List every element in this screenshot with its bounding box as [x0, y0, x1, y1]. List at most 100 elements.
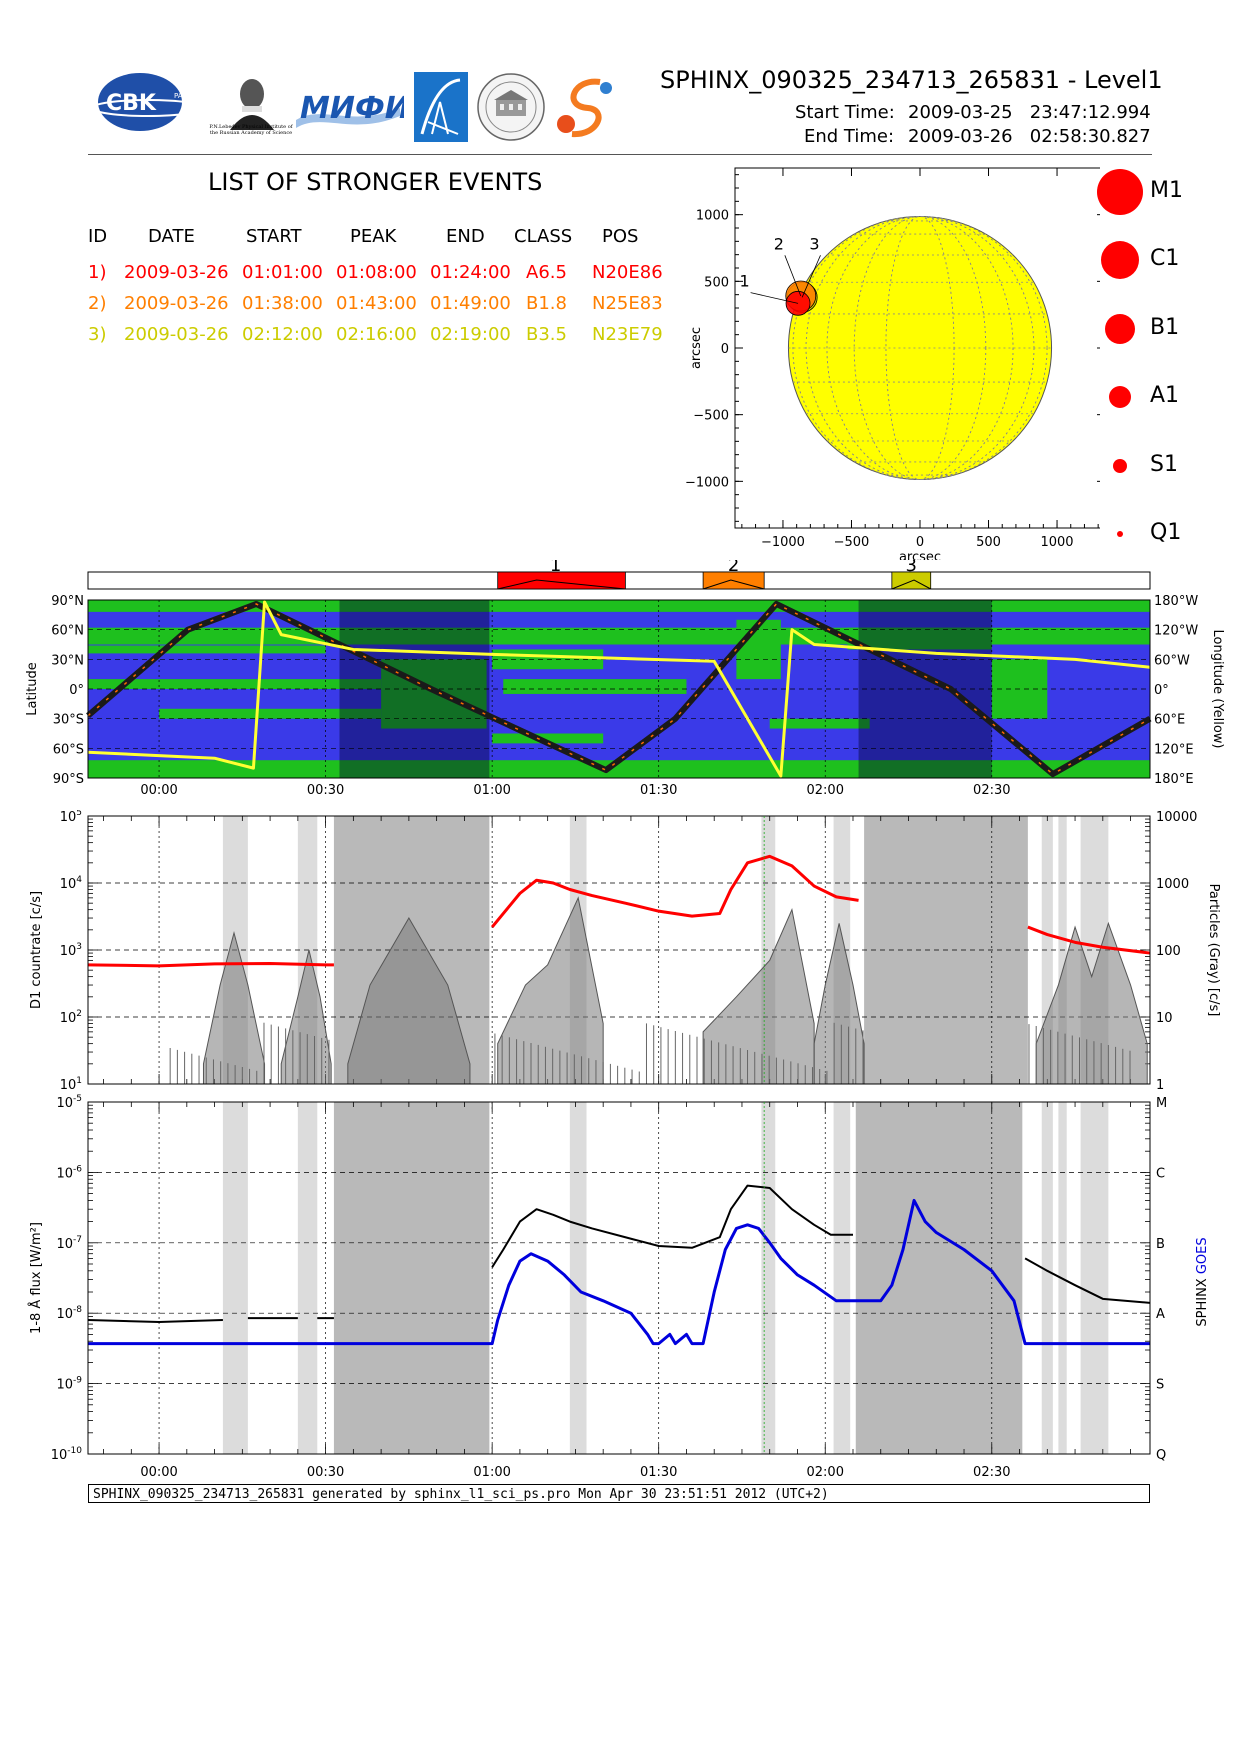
goes-class-tick-label: A [1156, 1307, 1165, 1322]
particle-noise [169, 1022, 1131, 1084]
class-legend-label: C1 [1150, 246, 1180, 272]
timeline-event-bar [497, 571, 626, 590]
events-column-header: ID [88, 226, 108, 247]
orbit-time-tick-label: 02:30 [973, 783, 1010, 798]
d1-countrate-series [87, 961, 334, 968]
cbk-logo-text: CBK [106, 91, 157, 116]
light-gray-interval [761, 1102, 776, 1454]
orbit-lon-tick-label: 0° [1154, 683, 1169, 698]
y-tick-label: 103 [60, 942, 82, 959]
event-timeline: 1 2 3 [87, 560, 1151, 590]
footer-note: SPHINX_090325_234713_265831 generated by… [88, 1484, 1150, 1503]
flux-chart: 10-5 M 10-6 C 10-7 B 10-8 A 10-9 S 10-10 Q 00:00 00:3… [28, 1094, 1210, 1480]
y-tick-label: 10-7 [56, 1235, 82, 1252]
light-gray-interval [297, 1102, 318, 1454]
orbit-lon-tick-label: 120°E [1154, 742, 1194, 757]
particle-count-burst [202, 930, 266, 1085]
orbit-land-patch [88, 645, 326, 654]
longitude-gridline [885, 216, 955, 480]
light-gray-interval [833, 1102, 851, 1454]
goes-class-tick-label: M [1156, 1096, 1167, 1111]
events-table-cell: 3) [88, 324, 107, 345]
class-legend-marker [1113, 458, 1127, 473]
y-tick-label: 105 [60, 810, 82, 825]
longitude-gridline [805, 216, 1035, 480]
orbit-time-tick-label: 00:00 [140, 783, 177, 798]
longitude-gridline [792, 216, 1048, 480]
light-gray-interval [569, 1102, 587, 1454]
events-table-cell: 01:43:00 [336, 293, 417, 314]
timeline-event-label: 3 [906, 560, 917, 576]
flux-frame [87, 1101, 1151, 1455]
svg-text:PAN: PAN [174, 92, 188, 100]
events-table-cell: 2009-03-26 [124, 293, 229, 314]
y-right-tick-label: 1000 [1156, 877, 1189, 892]
orbit-lat-tick-label: 30°N [51, 653, 84, 668]
class-legend-marker [1097, 169, 1143, 215]
y-tick-label: 101 [60, 1076, 82, 1092]
class-legend-marker [1105, 313, 1135, 344]
orbit-time-tick-label: 01:00 [473, 783, 510, 798]
goes-class-tick-label: Q [1156, 1448, 1166, 1463]
events-table-cell: A6.5 [526, 262, 567, 283]
particle-count-burst [1035, 921, 1148, 1085]
disk-y-axis-label: arcsec [689, 327, 704, 369]
svg-text:MИФИ: MИФИ [300, 91, 404, 126]
class-legend-label: B1 [1150, 314, 1180, 340]
flux-time-tick-label: 02:30 [973, 1465, 1010, 1480]
flux-time-tick-label: 02:00 [807, 1465, 844, 1480]
y-tick-label: −500 [693, 409, 729, 424]
satellite-longitude-curve [87, 600, 1151, 778]
flux-y-axis-label: 1-8 Å flux [W/m²] [28, 1222, 44, 1334]
start-time-label: Start Time: [795, 102, 895, 123]
dark-gray-interval [855, 1102, 1023, 1454]
counts-y-axis-label-right: Particles (Gray) [c/s] [1206, 884, 1221, 1017]
d1-countrate-chart: 101 1 102 10 103 100 104 1000 105 10000 D1 countra… [29, 810, 1221, 1092]
event-location-label: 2 [774, 234, 784, 253]
class-legend-marker [1109, 386, 1131, 409]
events-column-header: START [246, 226, 302, 247]
event-leader-line [784, 255, 802, 297]
solar-disk-chart: −1000 −500 0 500 1000 1000 500 0 −500 −1000 arcsec… [685, 167, 1100, 560]
header-divider [88, 154, 1152, 155]
y-tick-label: 10-6 [56, 1164, 82, 1181]
y-tick-label: −1000 [685, 475, 729, 490]
d1-countrate-series [1027, 925, 1151, 955]
y-tick-label: 10-10 [51, 1446, 83, 1463]
event-location-label: 1 [739, 272, 749, 291]
events-column-header: END [446, 226, 485, 247]
timeline-event-peak [497, 579, 626, 590]
y-tick-label: 10-5 [56, 1094, 82, 1111]
x-tick-label: 0 [916, 535, 924, 550]
observatory-seal-logo [476, 72, 546, 142]
d1-countrate-series [490, 854, 859, 929]
mifi-logo: MИФИ [292, 80, 410, 136]
events-table-cell: N20E86 [592, 262, 663, 283]
goes-class-tick-label: C [1156, 1166, 1165, 1181]
class-legend-label: S1 [1150, 451, 1178, 477]
x-tick-label: 1000 [1040, 535, 1073, 550]
class-legend-label: Q1 [1150, 520, 1182, 545]
timeline-event-peak [702, 579, 765, 590]
class-legend-marker [1117, 531, 1123, 537]
orbit-land-patch [847, 627, 992, 650]
events-column-header: DATE [148, 226, 195, 247]
goes-flux-series [88, 1198, 1150, 1346]
disk-x-axis-label: arcsec [899, 550, 941, 560]
x-tick-label: 500 [976, 535, 1001, 550]
event-location-marker [785, 290, 811, 316]
orbit-lon-tick-label: 60°E [1154, 713, 1185, 728]
orbit-lat-tick-label: 60°N [51, 624, 84, 639]
timeline-event-peak [891, 579, 931, 590]
y-right-tick-label: 1 [1156, 1078, 1164, 1092]
dark-gray-interval [333, 1102, 490, 1454]
y-tick-label: 0 [721, 342, 729, 357]
class-legend-label: A1 [1150, 383, 1180, 409]
start-time-value: 2009-03-25 23:47:12.994 [908, 102, 1151, 123]
events-table-cell: B3.5 [526, 324, 567, 345]
timeline-event-label: 1 [550, 560, 561, 576]
sphinx-flux-series [491, 1184, 853, 1268]
orbit-lon-tick-label: 120°W [1154, 624, 1198, 639]
orbit-land-patch [492, 733, 604, 744]
events-table-cell: 01:38:00 [242, 293, 323, 314]
